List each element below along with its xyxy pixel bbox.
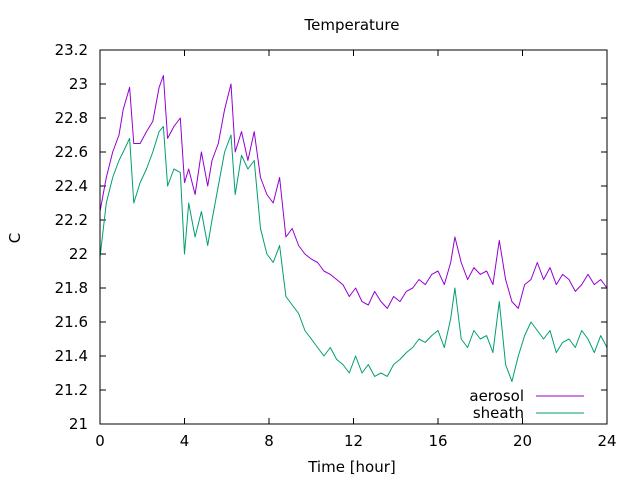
y-tick-label: 22.2 [55, 211, 88, 229]
y-tick-label: 22.4 [55, 177, 88, 195]
y-tick-label: 21.2 [55, 381, 88, 399]
x-tick-label: 16 [428, 432, 447, 450]
x-tick-label: 4 [180, 432, 190, 450]
x-axis-title: Time [hour] [307, 458, 396, 476]
y-tick-label: 23.2 [55, 41, 88, 59]
series-line-aerosol [99, 75, 608, 309]
x-tick-label: 24 [597, 432, 616, 450]
y-tick-label: 21 [69, 415, 88, 433]
plot-frame [99, 49, 608, 425]
y-tick-label: 21.6 [55, 313, 88, 331]
legend-label-aerosol: aerosol [469, 387, 524, 405]
y-tick-label: 23 [69, 75, 88, 93]
x-tick-label: 12 [344, 432, 363, 450]
y-tick-label: 21.8 [55, 279, 88, 297]
series-line-sheath [99, 126, 608, 382]
y-tick-label: 22.8 [55, 109, 88, 127]
x-tick-label: 20 [513, 432, 532, 450]
tick-labels: 21 21.2 21.4 21.6 21.8 22 22.2 22.4 22.6 22.8 23 23… [55, 41, 617, 450]
chart-title: Temperature [303, 16, 399, 34]
tick-marks [99, 49, 608, 425]
series-lines [99, 75, 608, 382]
y-tick-label: 21.4 [55, 347, 88, 365]
legend-label-sheath: sheath [473, 404, 524, 422]
y-tick-label: 22 [69, 245, 88, 263]
x-tick-label: 0 [95, 432, 105, 450]
y-axis-title: C [6, 233, 24, 243]
x-tick-label: 8 [264, 432, 274, 450]
y-tick-label: 22.6 [55, 143, 88, 161]
